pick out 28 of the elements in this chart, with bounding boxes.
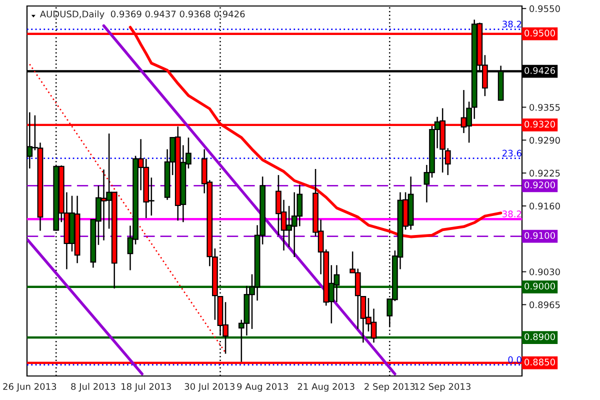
x-tick-label: 26 Jun 2013 bbox=[3, 383, 56, 392]
x-tick-label: 2 Sep 2013 bbox=[364, 383, 415, 392]
x-tick-label: 12 Sep 2013 bbox=[414, 383, 470, 392]
annotation: 38.2 bbox=[502, 20, 522, 28]
ref-line-label: 0.9000 bbox=[524, 282, 555, 290]
ref-line-label: 0.8850 bbox=[524, 358, 555, 366]
ref-line-label: 0.8900 bbox=[524, 333, 555, 340]
y-tick-label: 0.9550 bbox=[530, 5, 560, 12]
ref-line-label: 0.9500 bbox=[524, 30, 555, 36]
ref-line-label: 0.9100 bbox=[524, 232, 555, 239]
y-tick-label: 0.9225 bbox=[530, 170, 560, 177]
x-tick-label: 30 Jul 2013 bbox=[184, 382, 234, 392]
y-tick-label: 0.9030 bbox=[530, 268, 560, 276]
y-tick-label: 0.9160 bbox=[530, 202, 560, 210]
annotation: 0.0 bbox=[508, 356, 522, 364]
y-tick-label: 0.9355 bbox=[530, 104, 560, 111]
y-tick-label: 0.8965 bbox=[530, 301, 560, 308]
annotation: 38.2 bbox=[502, 210, 522, 218]
x-tick-label: 21 Aug 2013 bbox=[298, 383, 354, 392]
x-tick-label: 8 Jul 2013 bbox=[71, 382, 116, 392]
chart-title: AUDUSD,Daily 0.9369 0.9437 0.9368 0.9426 bbox=[40, 10, 245, 20]
ref-line-label: 0.9426 bbox=[524, 67, 555, 74]
ref-line-label: 0.9200 bbox=[524, 181, 555, 188]
x-tick-label: 9 Aug 2013 bbox=[237, 383, 288, 392]
y-tick-label: 0.9290 bbox=[530, 136, 560, 144]
x-tick-label: 18 Jul 2013 bbox=[122, 382, 171, 392]
annotation: 23.6 bbox=[502, 150, 522, 157]
ref-line-label: 0.9320 bbox=[524, 120, 555, 128]
